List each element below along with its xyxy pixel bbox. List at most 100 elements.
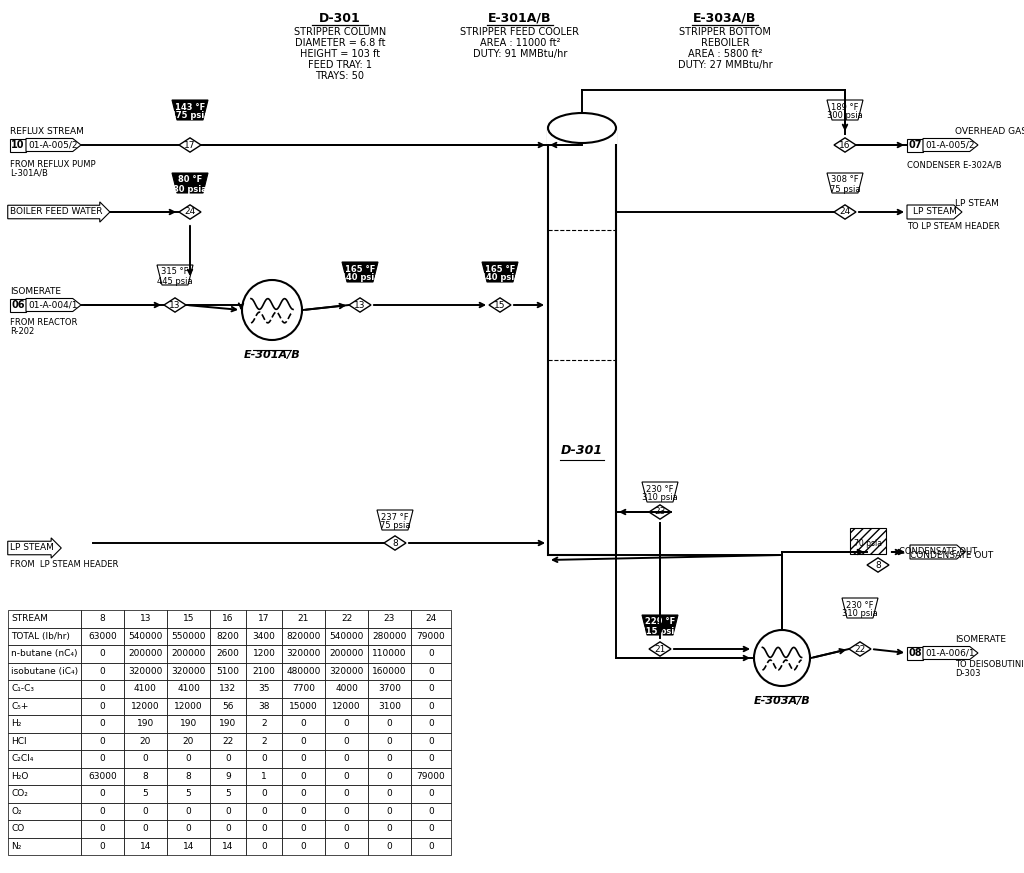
Polygon shape — [26, 299, 81, 312]
Bar — [368, 785, 411, 802]
Text: 22: 22 — [341, 615, 352, 623]
Text: REBOILER: REBOILER — [700, 38, 750, 48]
Bar — [210, 820, 246, 837]
Bar — [210, 610, 246, 628]
Bar — [167, 715, 210, 732]
Text: 160000: 160000 — [373, 667, 407, 676]
Text: 0: 0 — [261, 807, 267, 815]
Text: ISOMERATE: ISOMERATE — [955, 636, 1006, 644]
Text: TRAYS: 50: TRAYS: 50 — [315, 71, 365, 81]
Polygon shape — [834, 138, 856, 152]
Text: FROM  LP STEAM HEADER: FROM LP STEAM HEADER — [10, 560, 119, 569]
Text: 13: 13 — [169, 300, 181, 310]
Bar — [8, 837, 81, 855]
Text: 0: 0 — [99, 684, 105, 693]
Bar — [167, 767, 210, 785]
Polygon shape — [349, 298, 371, 313]
Text: 13: 13 — [139, 615, 152, 623]
Bar — [124, 837, 167, 855]
Text: 315 °F: 315 °F — [161, 267, 188, 277]
Bar — [325, 715, 368, 732]
Bar — [167, 628, 210, 645]
Text: 0: 0 — [99, 807, 105, 815]
Bar — [124, 785, 167, 802]
Text: 0: 0 — [99, 824, 105, 833]
Bar — [167, 837, 210, 855]
Polygon shape — [827, 173, 863, 193]
Bar — [8, 628, 81, 645]
Bar — [8, 698, 81, 715]
Text: 5: 5 — [185, 789, 191, 798]
Bar — [246, 837, 282, 855]
Text: FROM REACTOR: FROM REACTOR — [10, 318, 78, 327]
Bar — [282, 750, 325, 767]
Polygon shape — [642, 615, 678, 635]
Bar — [325, 628, 368, 645]
Bar — [411, 680, 451, 698]
Bar — [210, 628, 246, 645]
Text: 0: 0 — [142, 824, 148, 833]
Text: 01-A-005/2: 01-A-005/2 — [926, 141, 975, 149]
Text: 15000: 15000 — [289, 702, 317, 711]
Bar — [124, 715, 167, 732]
Text: FEED TRAY: 1: FEED TRAY: 1 — [308, 60, 372, 70]
Bar — [325, 610, 368, 628]
Polygon shape — [377, 510, 413, 530]
Text: 17: 17 — [184, 141, 196, 149]
Text: 20: 20 — [183, 737, 195, 746]
Bar — [246, 698, 282, 715]
Bar — [81, 610, 124, 628]
Text: TO LP STEAM HEADER: TO LP STEAM HEADER — [907, 222, 999, 231]
Text: 63000: 63000 — [88, 772, 117, 780]
Text: 0: 0 — [428, 719, 434, 728]
Text: 143 °F: 143 °F — [175, 102, 205, 112]
Text: 12000: 12000 — [332, 702, 360, 711]
Bar — [282, 628, 325, 645]
Text: 190: 190 — [180, 719, 198, 728]
Text: 0: 0 — [301, 754, 306, 763]
Text: 35: 35 — [258, 684, 269, 693]
Bar — [210, 663, 246, 680]
Text: 0: 0 — [301, 737, 306, 746]
Bar — [411, 610, 451, 628]
Bar — [246, 715, 282, 732]
Bar — [8, 785, 81, 802]
Bar — [411, 715, 451, 732]
Text: 01-A-005/2: 01-A-005/2 — [29, 141, 78, 149]
Circle shape — [242, 280, 302, 340]
Text: 2600: 2600 — [216, 650, 240, 658]
Bar — [81, 645, 124, 663]
Bar — [411, 820, 451, 837]
Text: REFLUX STREAM: REFLUX STREAM — [10, 127, 84, 136]
Text: 0: 0 — [344, 824, 349, 833]
Text: C₁-C₃: C₁-C₃ — [11, 684, 34, 693]
Bar — [210, 785, 246, 802]
Text: 0: 0 — [301, 807, 306, 815]
Text: 320000: 320000 — [128, 667, 163, 676]
Bar — [411, 645, 451, 663]
Bar — [8, 610, 81, 628]
Bar — [282, 820, 325, 837]
Text: 165 °F: 165 °F — [484, 265, 515, 273]
Text: 0: 0 — [344, 754, 349, 763]
Text: 0: 0 — [428, 807, 434, 815]
Polygon shape — [649, 505, 671, 519]
Bar — [368, 767, 411, 785]
Text: LP STEAM: LP STEAM — [955, 200, 998, 209]
Text: N₂: N₂ — [11, 842, 22, 851]
Bar — [246, 732, 282, 750]
Text: 200000: 200000 — [128, 650, 163, 658]
Text: DUTY: 27 MMBtu/hr: DUTY: 27 MMBtu/hr — [678, 60, 772, 70]
Text: 0: 0 — [301, 824, 306, 833]
Polygon shape — [642, 482, 678, 502]
Text: 820000: 820000 — [287, 632, 321, 641]
Text: 0: 0 — [261, 789, 267, 798]
Text: 0: 0 — [99, 667, 105, 676]
Polygon shape — [910, 545, 965, 559]
Text: 0: 0 — [301, 789, 306, 798]
Bar — [368, 732, 411, 750]
Text: 310 psia: 310 psia — [642, 493, 678, 503]
Text: 0: 0 — [225, 824, 230, 833]
Text: 21: 21 — [298, 615, 309, 623]
Bar — [210, 645, 246, 663]
